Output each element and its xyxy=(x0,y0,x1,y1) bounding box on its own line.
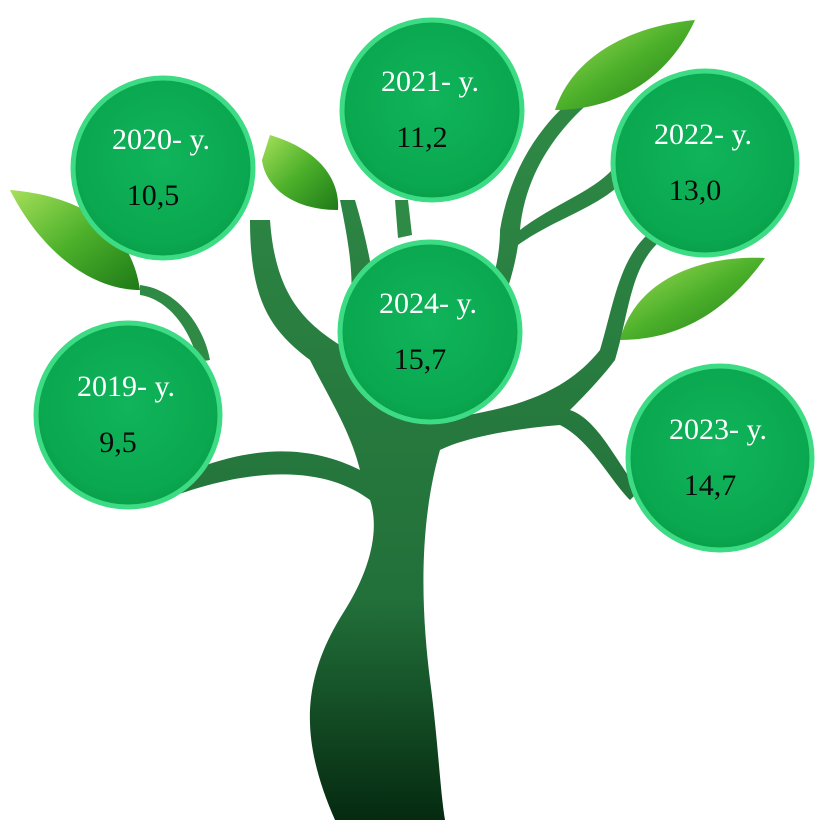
node-value: 14,7 xyxy=(684,469,737,502)
node-circle xyxy=(625,363,815,553)
leaf xyxy=(262,135,339,210)
node-label: 2022- y. xyxy=(654,118,752,151)
node-circle xyxy=(610,68,800,258)
node-label: 2024- y. xyxy=(379,287,477,320)
node-value: 11,2 xyxy=(396,121,447,154)
node-circle xyxy=(337,239,523,425)
node-label: 2023- y. xyxy=(669,413,767,446)
node-circle xyxy=(70,75,256,261)
node-value: 15,7 xyxy=(394,343,447,376)
node-circle xyxy=(339,17,525,203)
nodes: 2020- y. 10,5 2021- y. 11,2 2022- y. 13,0 2024… xyxy=(33,17,815,553)
node-label: 2021- y. xyxy=(381,65,479,98)
node-value: 13,0 xyxy=(669,174,722,207)
node-label: 2019- y. xyxy=(77,370,175,403)
leaf xyxy=(10,190,140,290)
node-label: 2020- y. xyxy=(112,123,210,156)
leaf xyxy=(555,20,695,110)
node-value: 10,5 xyxy=(127,179,180,212)
node-value: 9,5 xyxy=(99,426,137,459)
leaf xyxy=(620,257,765,340)
branch xyxy=(395,200,412,238)
trunk xyxy=(140,85,668,820)
tree xyxy=(10,20,765,820)
branch xyxy=(140,285,210,362)
node-circle xyxy=(33,320,223,510)
